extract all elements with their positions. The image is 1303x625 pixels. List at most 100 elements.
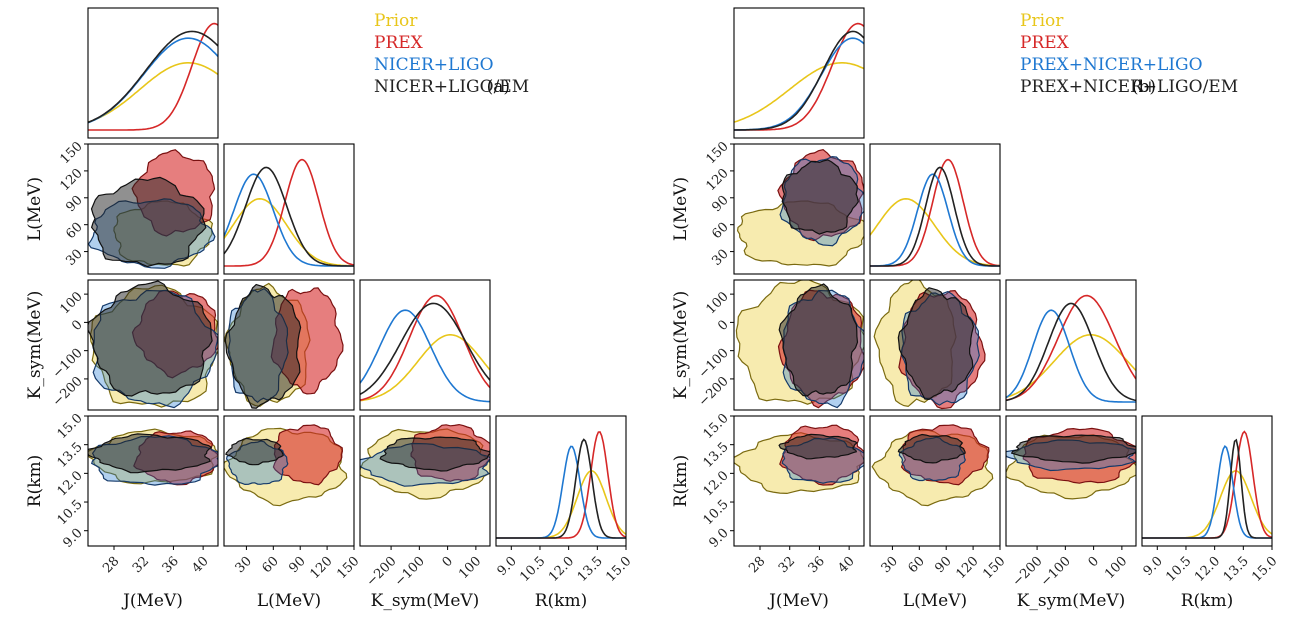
panel-J-J <box>87 7 219 139</box>
panel-L-L <box>869 143 1001 275</box>
y-tick-label: 30 <box>63 247 85 269</box>
region-L_vs_J-em <box>781 159 859 235</box>
x-tick-label: −200 <box>364 554 400 590</box>
y-tick-label: 30 <box>709 247 731 269</box>
x-tick-label: −100 <box>392 554 428 590</box>
panel-frame <box>733 143 865 275</box>
legend-entry-2: PREX+NICER+LIGO <box>1020 55 1203 75</box>
y-tick-label: 10.5 <box>701 497 732 528</box>
marginal-Ksym-prior-line <box>360 334 490 402</box>
panel-frame <box>733 415 865 547</box>
x-axis-label-L: L(MeV) <box>257 591 321 611</box>
y-tick-label: −100 <box>696 346 732 382</box>
panel-Ksym-Ksym <box>1005 279 1137 411</box>
region-R_vs_L-em <box>897 433 966 464</box>
y-tick-label: 120 <box>703 166 731 194</box>
panel-frame <box>869 415 1001 547</box>
panel-frame <box>359 415 491 547</box>
x-tick-label: 40 <box>189 554 211 576</box>
panel-label: (a) <box>487 77 510 97</box>
marginal-L-nicer-line <box>870 173 1000 267</box>
panel-frame <box>1005 415 1137 547</box>
x-tick-label: 10.5 <box>517 554 548 585</box>
panel-frame <box>223 415 355 547</box>
y-tick-label: 60 <box>709 220 731 242</box>
y-tick-label: 0 <box>715 317 731 333</box>
y-axis-label-Ksym: K_sym(MeV) <box>25 291 45 400</box>
y-tick-label: 10.5 <box>55 497 86 528</box>
x-tick-label: 150 <box>334 554 362 582</box>
panel-frame <box>87 279 219 411</box>
marginal-R-prex-line <box>1142 430 1272 539</box>
marginal-R-em-line <box>1142 438 1272 539</box>
y-tick-label: 150 <box>57 139 85 167</box>
x-tick-label: 9.0 <box>1141 554 1166 579</box>
region-R_vs_L-em <box>225 437 284 466</box>
x-tick-label: 12.0 <box>546 554 577 585</box>
marginal-J-em-line <box>88 30 218 124</box>
x-tick-label: 28 <box>746 554 768 576</box>
marginal-Ksym-em-line <box>360 302 490 395</box>
x-tick-label: 12.0 <box>1192 554 1223 585</box>
panel-Ksym-Ksym <box>359 279 491 411</box>
legend-entry-0: Prior <box>374 11 418 31</box>
panel-Ksym-R: −200−100 0 100 <box>359 415 491 590</box>
region-R_vs_Ksym-em <box>1010 434 1136 464</box>
y-tick-label: 9.0 <box>60 526 85 551</box>
region-Ksym_vs_J-em <box>88 280 213 397</box>
y-tick-label: 90 <box>709 193 731 215</box>
legend-entry-2: NICER+LIGO <box>374 55 494 75</box>
y-tick-label: 150 <box>703 139 731 167</box>
x-tick-label: 0 <box>1086 554 1102 570</box>
x-axis-label-R: R(km) <box>535 591 588 611</box>
x-tick-label: 10.5 <box>1163 554 1194 585</box>
region-R_vs_J-em <box>88 433 213 474</box>
panel-frame <box>869 279 1001 411</box>
panel-frame <box>359 279 491 411</box>
marginal-Ksym-nicer-line <box>1006 309 1136 403</box>
region-Ksym_vs_L-em <box>897 287 975 401</box>
x-tick-label: 100 <box>1102 554 1130 582</box>
x-tick-label: 120 <box>307 554 335 582</box>
marginal-J-em-line <box>734 30 864 131</box>
marginal-Ksym-prex-line <box>1006 294 1136 401</box>
marginal-J-nicer-line <box>88 37 218 124</box>
marginal-L-em-line <box>870 166 1000 267</box>
marginal-J-prior-line <box>88 62 218 123</box>
x-tick-label: −200 <box>1010 554 1046 590</box>
x-axis-label-R: R(km) <box>1181 591 1234 611</box>
panel-J-R: 28 32 36 40 9.010.512.013.515.0 <box>55 411 219 576</box>
x-tick-label: 90 <box>286 554 308 576</box>
region-L_vs_J-em <box>90 176 207 268</box>
y-tick-label: 13.5 <box>55 440 86 471</box>
panel-R-R: 9.010.512.013.515.0 <box>495 415 634 585</box>
marginal-J-prior-line <box>734 62 864 123</box>
marginal-L-prior-line <box>224 197 354 267</box>
panel-frame <box>1141 415 1273 547</box>
x-tick-label: 30 <box>879 554 901 576</box>
panel-Ksym-R: −200−100 0 100 <box>1005 415 1137 590</box>
y-tick-label: 12.0 <box>701 468 732 499</box>
y-tick-label: 90 <box>63 193 85 215</box>
x-tick-label: 13.5 <box>1221 554 1252 585</box>
region-R_vs_Ksym-em <box>379 436 490 472</box>
y-axis-label-R: R(km) <box>25 455 45 508</box>
panel-frame <box>223 279 355 411</box>
x-tick-label: 15.0 <box>603 554 634 585</box>
panel-frame <box>87 143 219 275</box>
marginal-Ksym-nicer-line <box>360 309 490 403</box>
panel-L-Ksym <box>869 279 1001 411</box>
panel-L-Ksym <box>223 279 355 411</box>
x-tick-label: 32 <box>776 554 798 576</box>
panel-J-R: 28 32 36 40 9.010.512.013.515.0 <box>701 411 865 576</box>
panel-frame <box>869 143 1001 275</box>
y-axis-label-L: L(MeV) <box>671 177 691 241</box>
panel-frame <box>495 415 627 547</box>
x-tick-label: 60 <box>259 554 281 576</box>
panel-frame <box>87 415 219 547</box>
legend-entry-3: PREX+NICER+LIGO/EM <box>1020 77 1238 97</box>
